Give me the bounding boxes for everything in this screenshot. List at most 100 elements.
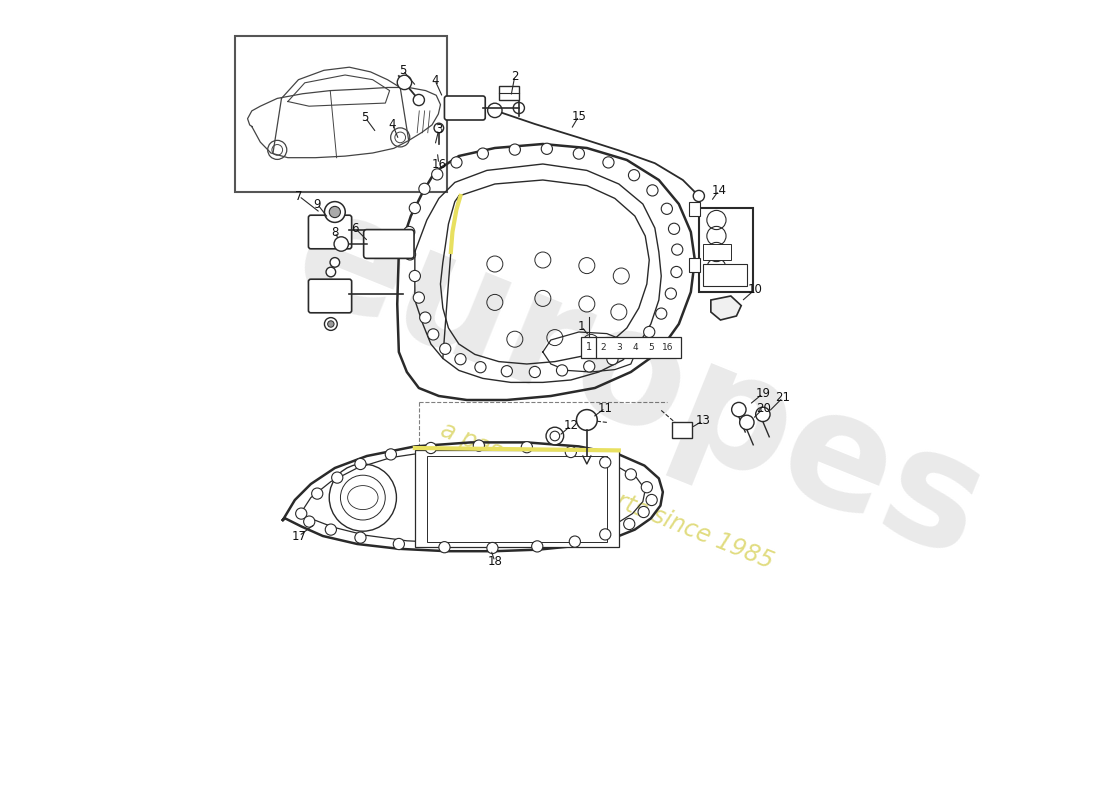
Circle shape (569, 536, 581, 547)
Bar (672, 422, 692, 438)
Circle shape (656, 308, 667, 319)
Text: a passion for parts since 1985: a passion for parts since 1985 (437, 418, 777, 574)
Circle shape (393, 538, 405, 550)
Text: 7: 7 (295, 190, 302, 202)
Text: 18: 18 (487, 555, 503, 568)
Text: 10: 10 (747, 283, 762, 296)
Circle shape (644, 326, 654, 338)
Text: europes: europes (272, 176, 1005, 592)
Text: 2: 2 (512, 70, 518, 82)
Circle shape (603, 157, 614, 168)
Circle shape (304, 516, 315, 527)
Text: 4: 4 (632, 342, 638, 352)
Text: 12: 12 (563, 419, 579, 432)
Circle shape (475, 362, 486, 373)
Circle shape (509, 144, 520, 155)
Text: 16: 16 (431, 158, 447, 170)
Circle shape (625, 469, 637, 480)
Text: 13: 13 (695, 414, 711, 427)
Bar (690, 202, 700, 216)
Text: 14: 14 (712, 184, 726, 197)
Circle shape (431, 169, 443, 180)
Text: 4: 4 (431, 74, 439, 86)
Circle shape (355, 458, 366, 470)
Circle shape (641, 482, 652, 493)
FancyBboxPatch shape (364, 230, 414, 258)
Bar (581, 337, 681, 358)
Circle shape (329, 206, 340, 218)
Bar (427, 456, 607, 542)
Text: 1: 1 (586, 342, 592, 352)
Text: 6: 6 (351, 222, 359, 234)
Circle shape (628, 342, 639, 353)
Circle shape (473, 440, 484, 451)
Text: 5: 5 (399, 64, 407, 77)
Circle shape (404, 226, 415, 238)
Circle shape (355, 532, 366, 543)
Circle shape (331, 472, 343, 483)
Text: 21: 21 (776, 391, 790, 404)
Circle shape (454, 354, 466, 365)
Circle shape (661, 203, 672, 214)
Circle shape (409, 270, 420, 282)
Circle shape (451, 157, 462, 168)
FancyBboxPatch shape (308, 279, 352, 313)
Circle shape (477, 148, 488, 159)
Bar (690, 258, 700, 272)
Circle shape (521, 442, 532, 453)
Circle shape (428, 329, 439, 340)
Circle shape (576, 410, 597, 430)
Circle shape (324, 318, 338, 330)
Text: 2: 2 (601, 342, 606, 352)
Polygon shape (711, 296, 741, 320)
Circle shape (638, 506, 649, 518)
Bar (234, 36, 447, 192)
Text: 9: 9 (314, 198, 321, 210)
Circle shape (409, 202, 420, 214)
Text: 5: 5 (362, 111, 369, 124)
Bar (415, 450, 619, 547)
FancyBboxPatch shape (308, 215, 352, 249)
Circle shape (628, 170, 639, 181)
Circle shape (414, 94, 425, 106)
Circle shape (311, 488, 322, 499)
Circle shape (647, 185, 658, 196)
Circle shape (546, 427, 563, 445)
Circle shape (434, 123, 443, 133)
Circle shape (584, 361, 595, 372)
Circle shape (502, 366, 513, 377)
Text: 19: 19 (756, 387, 770, 400)
Circle shape (326, 267, 336, 277)
Circle shape (607, 354, 618, 365)
Text: 16: 16 (662, 342, 673, 352)
Bar (703, 244, 730, 260)
Text: 1: 1 (578, 320, 585, 333)
Circle shape (732, 402, 746, 417)
Circle shape (671, 266, 682, 278)
Circle shape (296, 508, 307, 519)
Circle shape (405, 249, 416, 260)
Circle shape (693, 190, 704, 202)
Circle shape (487, 542, 498, 554)
Circle shape (326, 524, 337, 535)
Text: 8: 8 (331, 226, 339, 238)
Text: 3: 3 (617, 342, 623, 352)
Circle shape (529, 366, 540, 378)
Circle shape (440, 343, 451, 354)
Text: 15: 15 (571, 110, 586, 122)
Text: 3: 3 (436, 123, 442, 136)
Circle shape (756, 407, 770, 422)
Bar (498, 86, 519, 100)
Circle shape (557, 365, 568, 376)
Circle shape (541, 143, 552, 154)
Text: 17: 17 (292, 530, 306, 542)
Circle shape (419, 312, 431, 323)
Circle shape (666, 288, 676, 299)
Circle shape (414, 292, 425, 303)
Circle shape (739, 415, 754, 430)
Text: 5: 5 (649, 342, 654, 352)
Circle shape (487, 103, 502, 118)
Circle shape (385, 449, 396, 460)
Circle shape (531, 541, 542, 552)
Bar (703, 264, 747, 286)
